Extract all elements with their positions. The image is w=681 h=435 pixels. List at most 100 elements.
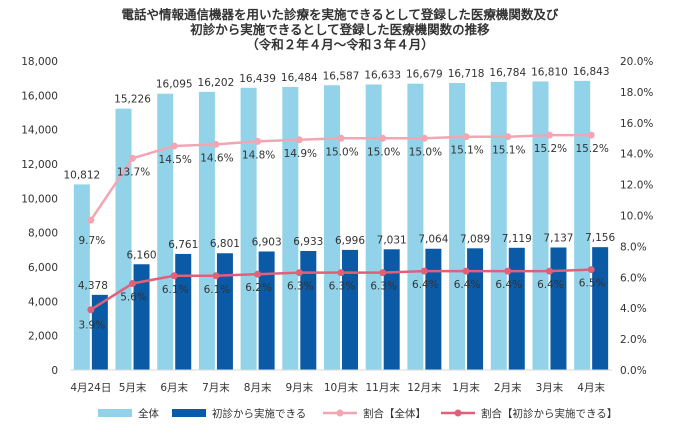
x-tick-label: 1月末: [452, 381, 480, 394]
label-ratio-first-visit: 6.3%: [370, 281, 397, 293]
label-ratio-total: 15.1%: [492, 145, 525, 157]
label-total-value: 16,587: [323, 70, 360, 82]
bar-total: [282, 87, 299, 371]
label-total-value: 16,784: [489, 67, 526, 79]
label-first-visit-value: 7,089: [460, 233, 490, 245]
x-tick-label: 9月末: [285, 381, 313, 394]
label-first-visit-value: 6,996: [335, 235, 365, 247]
label-total-value: 16,843: [573, 66, 610, 78]
bar-first-visit: [508, 247, 525, 370]
left-tick-label: 2,000: [28, 331, 58, 343]
label-ratio-total: 14.6%: [200, 152, 233, 164]
bar-total: [198, 91, 215, 371]
label-first-visit-value: 6,801: [210, 238, 240, 250]
bar-first-visit: [467, 248, 484, 370]
ratio-first-visit-point: [462, 267, 470, 275]
ratio-total-point: [87, 216, 95, 224]
left-tick-label: 16,000: [21, 90, 58, 102]
chart-title-line-1: 電話や情報通信機器を用いた診療を実施できるとして登録した医療機関数及び: [122, 7, 559, 22]
bar-total: [574, 80, 591, 371]
bar-first-visit: [133, 264, 150, 370]
label-total-value: 15,226: [114, 94, 151, 106]
bar-total: [532, 81, 549, 370]
label-ratio-total: 9.7%: [79, 235, 106, 247]
bar-total: [324, 85, 340, 370]
label-ratio-total: 15.2%: [534, 143, 567, 155]
label-total-value: 16,633: [364, 69, 401, 81]
bar-total: [365, 84, 382, 371]
ratio-total-point: [420, 134, 428, 142]
label-ratio-first-visit: 6.4%: [412, 279, 439, 291]
label-ratio-first-visit: 3.9%: [79, 320, 106, 332]
label-total-value: 16,718: [448, 68, 485, 80]
ratio-total-point: [587, 131, 595, 139]
bar-first-visit: [342, 249, 358, 370]
x-tick-label: 4月末: [577, 381, 605, 394]
ratio-total-point: [504, 133, 512, 141]
label-ratio-first-visit: 6.3%: [287, 281, 314, 293]
ratio-total-point: [545, 131, 553, 139]
bar-first-visit: [592, 247, 609, 370]
bar-total: [240, 87, 257, 370]
ratio-total-point: [129, 154, 137, 162]
bar-first-visit: [425, 248, 442, 370]
label-ratio-total: 15.0%: [367, 146, 400, 158]
lines: [87, 131, 595, 314]
left-tick-label: 14,000: [21, 125, 58, 137]
legend-ratio-first-visit-swatch-marker: [454, 409, 462, 417]
legend-first-visit-swatch: [172, 409, 206, 417]
ratio-first-visit-point: [379, 269, 387, 277]
legend-total-label: 全体: [138, 407, 159, 420]
ratio-first-visit-point: [545, 267, 553, 275]
right-tick-label: 0.0%: [620, 365, 647, 377]
right-tick-label: 8.0%: [620, 241, 647, 253]
ratio-total-point: [212, 140, 220, 148]
ratio-first-visit-point: [587, 266, 595, 274]
label-first-visit-value: 7,064: [418, 234, 448, 246]
bar-total: [490, 81, 507, 370]
label-total-value: 16,095: [156, 79, 193, 91]
ratio-first-visit-point: [420, 267, 428, 275]
bar-total: [449, 83, 466, 371]
ratio-first-visit-point: [170, 272, 178, 280]
legend[interactable]: 全体 初診から実施できる 割合【全体】 割合【初診から実施できる】: [98, 407, 617, 420]
legend-ratio-first-visit-label: 割合【初診から実施できる】: [481, 407, 617, 420]
ratio-total-point: [337, 134, 345, 142]
ratio-total-point: [462, 133, 470, 141]
bar-first-visit: [175, 253, 192, 370]
label-ratio-total: 14.9%: [284, 148, 317, 160]
x-tick-label: 12月末: [407, 381, 442, 394]
label-ratio-first-visit: 6.2%: [245, 282, 272, 294]
left-tick-label: 8,000: [28, 228, 58, 240]
data-labels: 10,812 15,226 16,095 16,202 16,439 16,484 16,5…: [63, 66, 615, 332]
right-axis: 0.0% 2.0% 4.0% 6.0% 8.0% 10.0% 12.0% 14.0% 16.0%…: [620, 56, 653, 377]
x-tick-label: 8月末: [244, 381, 272, 394]
label-ratio-first-visit: 6.1%: [162, 284, 189, 296]
ratio-total-point: [295, 136, 303, 144]
label-first-visit-value: 6,761: [168, 239, 198, 251]
left-tick-label: 10,000: [21, 193, 58, 205]
label-total-value: 16,202: [198, 77, 235, 89]
ratio-first-visit-point: [254, 270, 262, 278]
x-tick-label: 11月末: [366, 381, 401, 394]
bar-total: [115, 108, 132, 370]
label-first-visit-value: 7,031: [377, 234, 407, 246]
bar-total: [157, 93, 174, 370]
label-ratio-first-visit: 6.4%: [454, 279, 481, 291]
ratio-total-point: [170, 142, 178, 150]
label-first-visit-value: 7,119: [502, 233, 532, 245]
left-tick-label: 4,000: [28, 296, 58, 308]
label-ratio-total: 13.7%: [117, 166, 150, 178]
chart-title-line-3: （令和２年４月～令和３年４月）: [246, 37, 434, 52]
left-tick-label: 12,000: [21, 159, 58, 171]
label-first-visit-value: 7,156: [585, 232, 615, 244]
ratio-total-point: [254, 137, 262, 145]
left-tick-label: 6,000: [28, 262, 58, 274]
left-tick-label: 18,000: [21, 56, 58, 68]
label-total-value: 16,679: [406, 69, 443, 81]
label-total-value: 10,812: [63, 169, 100, 181]
bar-first-visit: [91, 294, 108, 370]
label-ratio-total: 15.1%: [450, 145, 483, 157]
